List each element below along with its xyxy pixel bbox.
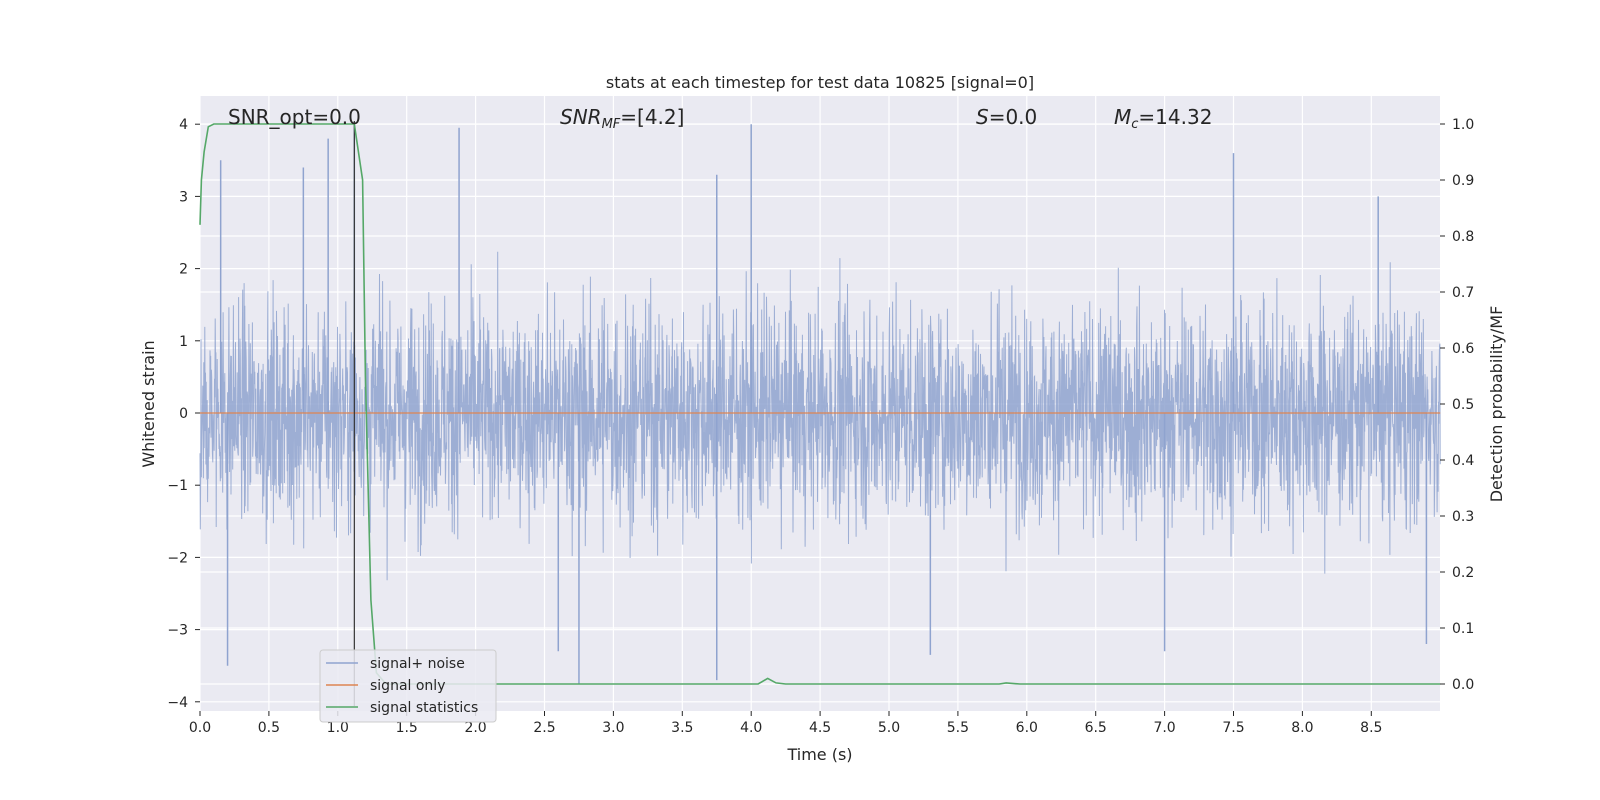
y2-axis-ticks: 1.0 0.9 0.8 0.7 0.6 0.5 0.4 0.3 0.2 0.1 0.0 — [1440, 117, 1474, 693]
y-tick-label: 4 — [179, 117, 188, 133]
annotation-s-value: =0.0 — [989, 105, 1038, 129]
y2-tick-label: 1.0 — [1452, 117, 1474, 133]
legend-label-signal-only: signal only — [370, 678, 445, 694]
x-tick-label: 0.0 — [189, 720, 211, 736]
legend-label-signal-statistics: signal statistics — [370, 700, 478, 716]
annotation-snr-mf-sub: MF — [602, 117, 621, 132]
y2-axis-label: Detection probability/MF — [1487, 306, 1506, 503]
legend: signal+ noise signal only signal statist… — [319, 649, 497, 723]
x-axis-ticks: 0.0 0.5 1.0 1.5 2.0 2.5 3.0 3.5 4.0 4.5 5.0 5.5 6.0 6… — [189, 711, 1382, 736]
annotation-mc-value: =14.32 — [1138, 105, 1212, 129]
x-tick-label: 6.5 — [1085, 720, 1107, 736]
y-tick-label: −1 — [167, 478, 188, 494]
annotation-snr-opt: SNR_opt=0.0 — [228, 105, 361, 129]
x-tick-label: 7.0 — [1153, 720, 1175, 736]
y-tick-label: 3 — [179, 189, 188, 205]
chart-title: stats at each timestep for test data 108… — [606, 73, 1034, 92]
annotation-s: S=0.0 — [976, 105, 1037, 129]
x-tick-label: 2.5 — [533, 720, 555, 736]
y-tick-label: 2 — [179, 262, 188, 278]
x-tick-label: 3.0 — [602, 720, 624, 736]
y2-tick-label: 0.3 — [1452, 509, 1474, 525]
legend-label-noise: signal+ noise — [370, 656, 465, 672]
x-tick-label: 4.0 — [740, 720, 762, 736]
y2-tick-label: 0.6 — [1452, 341, 1474, 357]
x-tick-label: 7.5 — [1222, 720, 1244, 736]
y2-tick-label: 0.0 — [1452, 677, 1474, 693]
x-tick-label: 3.5 — [671, 720, 693, 736]
y-tick-label: 0 — [179, 406, 188, 422]
y2-tick-label: 0.2 — [1452, 565, 1474, 581]
x-tick-label: 1.5 — [396, 720, 418, 736]
x-tick-label: 5.5 — [947, 720, 969, 736]
y-axis-label: Whitened strain — [139, 340, 158, 467]
x-tick-label: 6.0 — [1016, 720, 1038, 736]
y2-tick-label: 0.5 — [1452, 397, 1474, 413]
x-tick-label: 8.5 — [1360, 720, 1382, 736]
x-tick-label: 1.0 — [327, 720, 349, 736]
legend-box — [319, 649, 497, 723]
annotation-mc-main: M — [1114, 105, 1131, 129]
annotations: SNR_opt=0.0 SNRMF=[4.2] S=0.0 Mc=14.32 — [228, 105, 1212, 132]
y2-tick-label: 0.7 — [1452, 285, 1474, 301]
x-tick-label: 5.0 — [878, 720, 900, 736]
y2-tick-label: 0.8 — [1452, 229, 1474, 245]
y-tick-label: 1 — [179, 334, 188, 350]
x-tick-label: 8.0 — [1291, 720, 1313, 736]
y-axis-ticks: 4 3 2 1 0 −1 −2 −3 −4 — [167, 117, 200, 711]
annotation-s-main: S — [976, 105, 989, 129]
annotation-mc-sub: c — [1131, 117, 1138, 132]
annotation-snr-mf-main: SNR — [560, 105, 602, 129]
x-tick-label: 2.0 — [464, 720, 486, 736]
y2-tick-label: 0.4 — [1452, 453, 1474, 469]
annotation-mc: Mc=14.32 — [1114, 105, 1212, 132]
x-tick-label: 0.5 — [258, 720, 280, 736]
annotation-snr-mf: SNRMF=[4.2] — [560, 105, 684, 132]
y2-tick-label: 0.1 — [1452, 621, 1474, 637]
x-tick-label: 4.5 — [809, 720, 831, 736]
annotation-snr-mf-value: =[4.2] — [620, 105, 684, 129]
y-tick-label: −4 — [167, 695, 188, 711]
x-axis-label: Time (s) — [786, 745, 852, 764]
y-tick-label: −2 — [167, 550, 188, 566]
y2-tick-label: 0.9 — [1452, 173, 1474, 189]
y-tick-label: −3 — [167, 623, 188, 639]
